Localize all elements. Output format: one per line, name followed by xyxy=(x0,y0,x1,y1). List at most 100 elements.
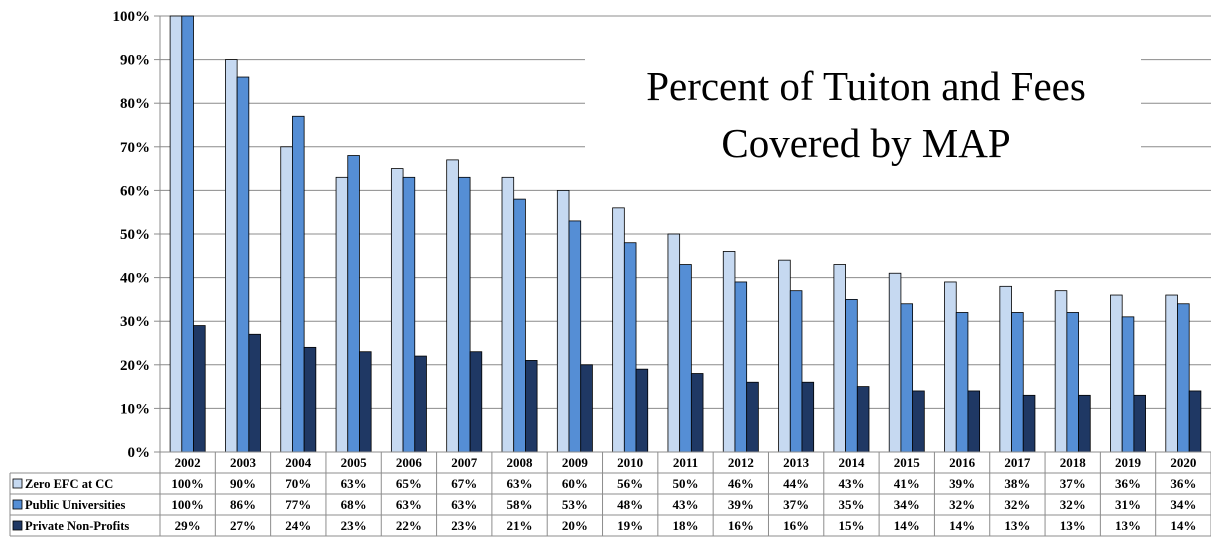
data-label: 90% xyxy=(230,476,256,491)
bar-private-non-profits-2019 xyxy=(1133,394,1146,453)
bar-public-universities-2012 xyxy=(734,281,748,453)
data-label: 14% xyxy=(949,518,975,533)
x-category-label: 2002 xyxy=(175,455,201,470)
x-category-label: 2017 xyxy=(1004,455,1031,470)
data-label: 16% xyxy=(728,518,754,533)
data-label: 36% xyxy=(1170,476,1196,491)
legend-label: Private Non-Profits xyxy=(25,519,129,533)
data-label: 34% xyxy=(1170,497,1196,512)
data-label: 70% xyxy=(285,476,311,491)
bar-zero-efc-at-cc-2004 xyxy=(280,146,293,453)
data-label: 65% xyxy=(396,476,422,491)
x-category-label: 2004 xyxy=(285,455,312,470)
data-label: 58% xyxy=(507,497,533,512)
data-label: 22% xyxy=(396,518,422,533)
data-label: 35% xyxy=(838,497,864,512)
legend-key xyxy=(12,520,23,531)
x-category-label: 2019 xyxy=(1115,455,1142,470)
y-tick-label: 40% xyxy=(120,271,150,287)
x-category-label: 2020 xyxy=(1170,455,1196,470)
data-label: 29% xyxy=(175,518,201,533)
data-table: 2002 2003 2004 2005 2006 2007 2008 2009 2010 2011… xyxy=(9,452,1211,537)
data-label: 19% xyxy=(617,518,643,533)
bar-public-universities-2009 xyxy=(568,220,582,453)
bar-public-universities-2004 xyxy=(292,115,305,453)
data-label: 23% xyxy=(451,518,477,533)
y-axis-ticks: 0% 10% 20% 30% 40% 50% 60% 70% 80% 90% 100% xyxy=(113,9,160,461)
x-category-label: 2005 xyxy=(341,455,368,470)
data-label: 43% xyxy=(673,497,699,512)
data-label: 86% xyxy=(230,497,256,512)
bar-private-non-profits-2020 xyxy=(1188,390,1202,453)
bar-zero-efc-at-cc-2010 xyxy=(612,207,625,453)
data-label: 63% xyxy=(507,476,533,491)
chart-title-line: Percent of Tuiton and Fees xyxy=(646,63,1086,109)
bar-zero-efc-at-cc-2017 xyxy=(999,285,1012,453)
bar-private-non-profits-2015 xyxy=(912,390,925,453)
y-tick-label: 20% xyxy=(120,358,150,374)
data-label: 68% xyxy=(341,497,367,512)
data-label: 36% xyxy=(1115,476,1141,491)
legend-key xyxy=(12,478,23,489)
y-tick-label: 80% xyxy=(120,96,150,112)
bar-private-non-profits-2005 xyxy=(359,351,372,453)
y-tick-label: 100% xyxy=(113,9,151,25)
bar-public-universities-2014 xyxy=(845,298,858,453)
bar-public-universities-2010 xyxy=(623,242,637,453)
bar-public-universities-2018 xyxy=(1066,312,1079,453)
y-tick-label: 70% xyxy=(120,140,150,156)
x-category-label: 2009 xyxy=(562,455,589,470)
data-label: 14% xyxy=(894,518,920,533)
bar-public-universities-2003 xyxy=(236,76,250,453)
x-category-label: 2008 xyxy=(507,455,534,470)
bar-public-universities-2019 xyxy=(1121,316,1135,453)
data-label: 38% xyxy=(1004,476,1030,491)
bar-public-universities-2013 xyxy=(789,290,803,453)
data-label: 31% xyxy=(1115,497,1141,512)
data-label: 100% xyxy=(171,497,204,512)
legend-key xyxy=(12,499,23,510)
bar-private-non-profits-2004 xyxy=(303,346,317,453)
data-label: 34% xyxy=(894,497,920,512)
y-tick-label: 50% xyxy=(120,227,150,243)
bar-public-universities-2007 xyxy=(457,176,471,453)
data-label: 63% xyxy=(451,497,477,512)
data-label: 63% xyxy=(341,476,367,491)
data-label: 13% xyxy=(1004,518,1030,533)
bar-zero-efc-at-cc-2012 xyxy=(722,251,736,453)
bar-private-non-profits-2003 xyxy=(248,333,261,453)
data-label: 37% xyxy=(783,497,809,512)
x-category-label: 2010 xyxy=(617,455,643,470)
bar-private-non-profits-2008 xyxy=(525,360,538,453)
x-category-label: 2006 xyxy=(396,455,423,470)
y-tick-label: 10% xyxy=(120,401,150,417)
bar-zero-efc-at-cc-2002 xyxy=(169,15,183,453)
data-label: 44% xyxy=(783,476,809,491)
bar-private-non-profits-2006 xyxy=(414,355,427,453)
bar-zero-efc-at-cc-2008 xyxy=(501,176,515,453)
legend-label: Public Universities xyxy=(25,498,125,512)
data-label: 63% xyxy=(396,497,422,512)
bar-zero-efc-at-cc-2019 xyxy=(1110,294,1123,453)
x-category-label: 2015 xyxy=(894,455,921,470)
data-label: 39% xyxy=(949,476,975,491)
bar-public-universities-2006 xyxy=(402,176,416,453)
y-tick-label: 30% xyxy=(120,314,150,330)
x-category-label: 2011 xyxy=(673,455,698,470)
y-tick-label: 60% xyxy=(120,183,150,199)
bar-public-universities-2020 xyxy=(1177,303,1190,453)
data-label: 41% xyxy=(894,476,920,491)
bar-private-non-profits-2016 xyxy=(967,390,981,453)
data-label: 67% xyxy=(451,476,477,491)
x-category-label: 2013 xyxy=(783,455,810,470)
bar-zero-efc-at-cc-2013 xyxy=(778,259,791,453)
data-label: 39% xyxy=(728,497,754,512)
data-label: 13% xyxy=(1060,518,1086,533)
data-label: 37% xyxy=(1060,476,1086,491)
bar-zero-efc-at-cc-2003 xyxy=(225,59,238,453)
data-label: 43% xyxy=(838,476,864,491)
data-label: 50% xyxy=(673,476,699,491)
data-label: 32% xyxy=(1060,497,1086,512)
bar-private-non-profits-2012 xyxy=(746,381,759,453)
bar-zero-efc-at-cc-2015 xyxy=(888,272,902,453)
